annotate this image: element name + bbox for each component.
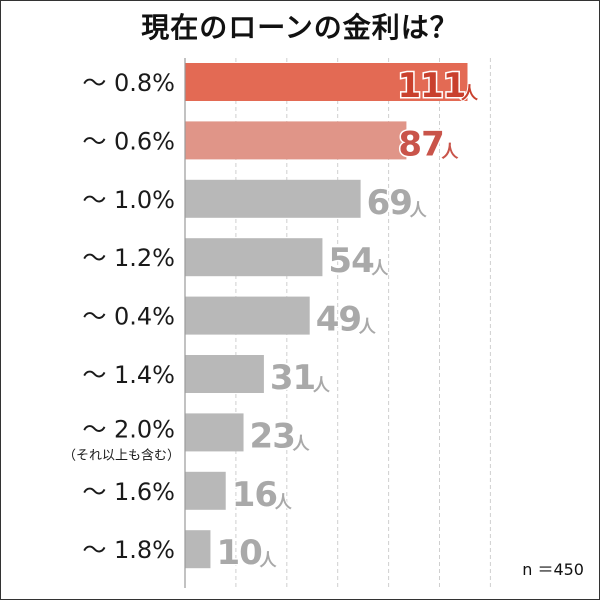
category-label: ～ 2.0% — [82, 415, 175, 443]
bar — [185, 296, 310, 335]
category-label: ～ 0.4% — [82, 303, 175, 331]
bar — [185, 413, 244, 452]
chart-title: 現在のローンの金利は？ — [141, 11, 459, 44]
data-label: 10 — [216, 533, 262, 573]
data-label: 23 — [250, 416, 295, 456]
bar — [185, 238, 323, 277]
bar — [185, 471, 226, 510]
data-label: 54 — [328, 241, 374, 281]
bar — [185, 355, 264, 393]
category-note: （それ以上も含む） — [63, 447, 180, 463]
data-label-unit: 人 — [359, 318, 377, 338]
sample-size-label: n ＝450 — [522, 560, 584, 579]
data-label: 16 — [232, 475, 277, 515]
bar — [185, 530, 211, 569]
category-label: ～ 1.4% — [82, 361, 175, 389]
data-label: 69 — [367, 183, 412, 223]
bar — [185, 179, 361, 218]
category-label: ～ 0.6% — [82, 127, 175, 155]
data-label-unit: 人 — [461, 84, 479, 104]
data-label: 87 — [398, 124, 443, 164]
category-label: ～ 1.2% — [82, 244, 175, 272]
data-label-unit: 人 — [410, 201, 428, 221]
data-label: 31 — [270, 358, 315, 398]
category-label: ～ 0.8% — [82, 69, 175, 97]
bar — [185, 121, 407, 160]
data-label-unit: 人 — [259, 551, 277, 571]
category-label: ～ 1.6% — [82, 478, 175, 506]
category-label: ～ 1.0% — [82, 186, 175, 214]
data-label: 111 — [397, 66, 465, 106]
data-label-unit: 人 — [441, 142, 459, 162]
data-label-unit: 人 — [275, 493, 293, 513]
data-label-unit: 人 — [293, 434, 311, 454]
bar — [185, 63, 468, 101]
data-label-unit: 人 — [371, 259, 389, 279]
data-label: 49 — [316, 300, 361, 340]
category-label: ～ 1.8% — [82, 536, 175, 564]
data-label-unit: 人 — [313, 376, 331, 396]
